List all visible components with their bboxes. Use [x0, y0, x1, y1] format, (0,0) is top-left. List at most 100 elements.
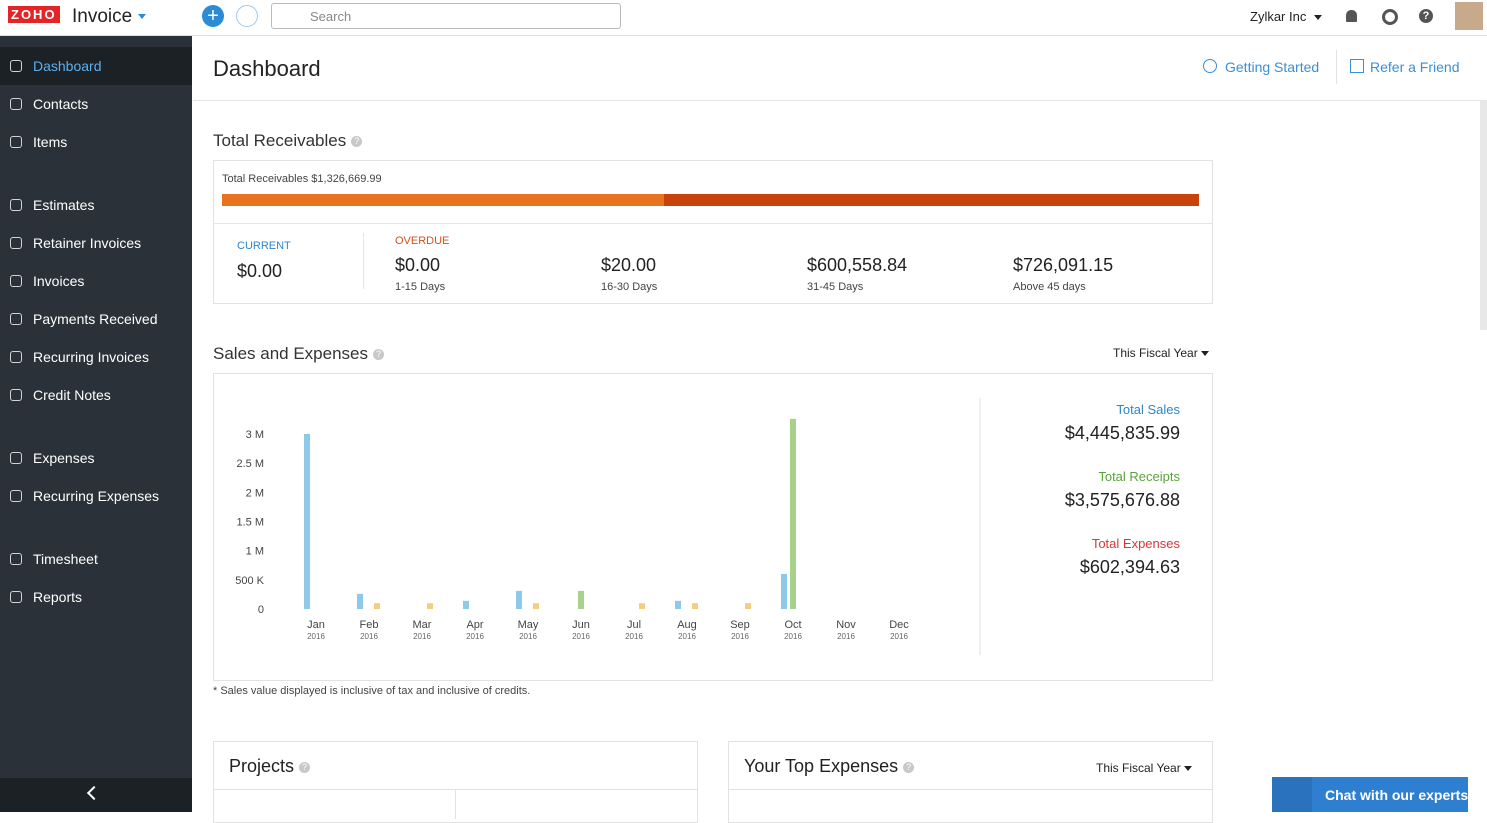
app-name[interactable]: Invoice	[72, 6, 133, 27]
nav-icon	[10, 60, 22, 72]
org-caret	[1314, 15, 1322, 24]
total-label: Total Sales	[1116, 402, 1180, 417]
nav-item[interactable]: Credit Notes	[0, 376, 192, 414]
nav-icon	[10, 275, 22, 287]
bucket-amount: $726,091.15	[1013, 255, 1114, 275]
org-name[interactable]: Zylkar Inc	[1250, 9, 1307, 24]
header-link[interactable]: Refer a Friend	[1370, 59, 1460, 75]
chat-button[interactable]: Chat with our experts	[1272, 777, 1468, 812]
logo: ZOHO	[8, 6, 64, 26]
nav-icon	[10, 452, 22, 464]
recent-button[interactable]	[236, 5, 258, 27]
top-expenses-card: Your Top Expenses? This Fiscal Year	[728, 741, 1213, 823]
help[interactable]: ?	[1419, 9, 1433, 23]
current-amount: $0.00	[237, 261, 283, 281]
new-button[interactable]: +	[202, 5, 224, 27]
nav-item[interactable]: Contacts	[0, 85, 192, 123]
x-tick-label: Nov	[836, 619, 856, 631]
x-tick-label: Jul	[627, 619, 641, 631]
total-amount: $602,394.63	[1080, 557, 1180, 577]
nav-item[interactable]: Retainer Invoices	[0, 224, 192, 262]
y-tick-label: 1.5 M	[236, 517, 264, 529]
bucket-range: 1-15 Days	[395, 281, 446, 293]
bucket-range: 31-45 Days	[807, 281, 864, 293]
projects-card: Projects?	[213, 741, 698, 823]
x-tick-label: Feb	[360, 619, 379, 631]
current-label: CURRENT	[237, 240, 291, 252]
divider	[363, 233, 364, 289]
nav-label: Estimates	[33, 197, 95, 213]
nav-item[interactable]: Reports	[0, 578, 192, 616]
nav-label: Timesheet	[33, 551, 98, 567]
nav-item[interactable]: Recurring Expenses	[0, 477, 192, 515]
nav-item[interactable]: Invoices	[0, 262, 192, 300]
app-caret	[138, 14, 146, 23]
chat-label: Chat with our experts	[1325, 787, 1469, 803]
section-title: Total Receivables?	[213, 131, 363, 151]
nav-item[interactable]: Estimates	[0, 186, 192, 224]
header-link[interactable]: Getting Started	[1225, 59, 1320, 75]
x-tick-label: May	[518, 619, 539, 631]
x-tick-label: Apr	[466, 619, 483, 631]
bar	[427, 603, 433, 609]
sidebar: Dashboard Contacts Items Estimates Retainer …	[0, 36, 192, 812]
y-tick-label: 0	[258, 604, 264, 616]
bar	[745, 603, 751, 609]
x-tick-sublabel: 2016	[784, 632, 802, 641]
x-tick-label: Jun	[572, 619, 590, 631]
x-tick-sublabel: 2016	[678, 632, 696, 641]
collapse-bar[interactable]	[0, 778, 192, 812]
sales-title: Sales and Expenses	[213, 344, 368, 363]
settings[interactable]	[1382, 9, 1398, 25]
nav-icon	[10, 237, 22, 249]
nav-item[interactable]: Expenses	[0, 439, 192, 477]
nav-label: Expenses	[33, 450, 95, 466]
total-label: Total Expenses	[1092, 536, 1181, 551]
total-label: Total Receipts	[1098, 469, 1180, 484]
nav-item[interactable]: Items	[0, 123, 192, 161]
overdue-label: OVERDUE	[395, 235, 450, 247]
nav-label: Credit Notes	[33, 387, 111, 403]
bucket-amount: $600,558.84	[807, 255, 908, 275]
bar	[374, 603, 380, 609]
nav-item[interactable]: Recurring Invoices	[0, 338, 192, 376]
projects-title: Projects	[229, 756, 295, 776]
nav-label: Items	[33, 134, 68, 150]
period-dropdown[interactable]: This Fiscal Year	[1113, 346, 1210, 360]
scrollbar	[1480, 100, 1487, 330]
section-title: Sales and Expenses?	[213, 344, 384, 364]
nav-label: Retainer Invoices	[33, 235, 142, 251]
y-tick-label: 2.5 M	[236, 458, 264, 470]
nav-item[interactable]: Payments Received	[0, 300, 192, 338]
x-tick-sublabel: 2016	[307, 632, 325, 641]
nav-item[interactable]: Timesheet	[0, 540, 192, 578]
receivables-segment	[222, 194, 665, 206]
x-tick-sublabel: 2016	[731, 632, 749, 641]
bucket-range: 16-30 Days	[601, 281, 658, 293]
divider	[1336, 50, 1337, 84]
avatar[interactable]	[1455, 2, 1483, 30]
bar	[304, 434, 310, 609]
bar	[781, 574, 787, 609]
period-dropdown[interactable]: This Fiscal Year	[1096, 761, 1193, 775]
x-tick-sublabel: 2016	[625, 632, 643, 641]
play-icon	[1203, 59, 1217, 73]
nav-icon	[10, 389, 22, 401]
nav-item[interactable]: Dashboard	[0, 47, 192, 85]
nav-label: Recurring Expenses	[33, 488, 160, 504]
receivables-card: Total Receivables $1,326,669.99 CURRENT …	[213, 160, 1213, 304]
chat-icon	[1272, 777, 1312, 812]
footnote: * Sales value displayed is inclusive of …	[213, 685, 531, 697]
summary-amount: $1,326,669.99	[311, 173, 382, 185]
notifications[interactable]	[1346, 10, 1357, 22]
x-tick-label: Dec	[889, 619, 909, 631]
bucket-range: Above 45 days	[1013, 281, 1086, 293]
nav-label: Invoices	[33, 273, 85, 289]
card-title: Your Top Expenses?	[744, 756, 915, 777]
bar	[463, 600, 469, 609]
y-tick-label: 1 M	[246, 546, 264, 558]
y-tick-label: 2 M	[246, 487, 264, 499]
bar	[578, 590, 584, 609]
bar	[675, 600, 681, 609]
search-box[interactable]: Search	[271, 3, 621, 29]
